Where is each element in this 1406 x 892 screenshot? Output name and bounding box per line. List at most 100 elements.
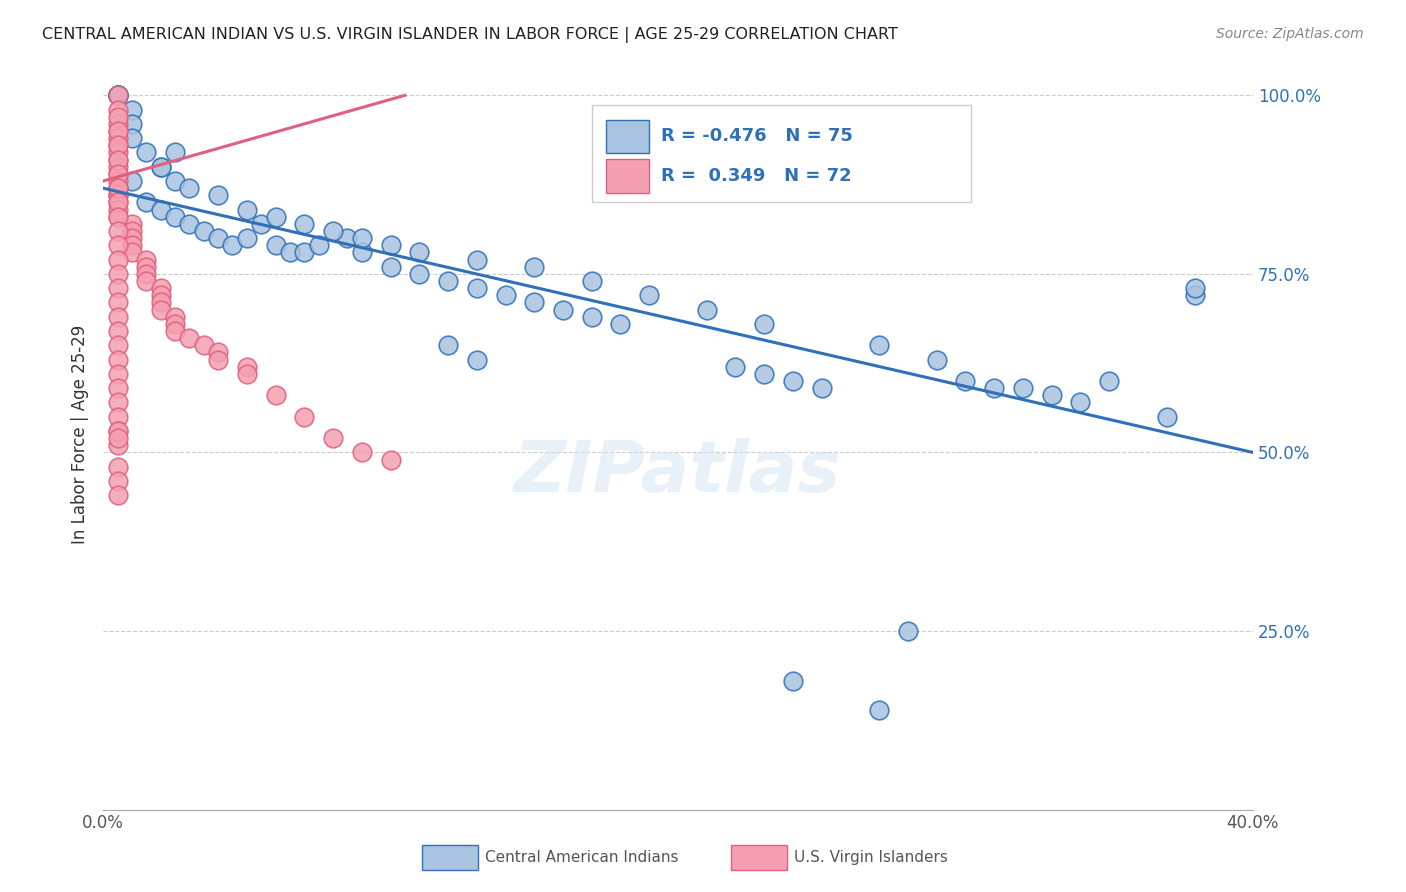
Point [107, 195, 129, 210]
Point [465, 281, 488, 295]
Point [207, 188, 229, 202]
Point [754, 367, 776, 381]
Point [135, 267, 157, 281]
Point [1098, 374, 1121, 388]
Point [380, 260, 402, 274]
Point [278, 245, 301, 260]
Point [380, 452, 402, 467]
Point [380, 238, 402, 252]
Point [107, 202, 129, 217]
Point [163, 317, 186, 331]
Point [107, 210, 129, 224]
Point [107, 88, 129, 103]
Point [107, 124, 129, 138]
Point [107, 409, 129, 424]
Point [107, 138, 129, 153]
Point [107, 124, 129, 138]
Point [207, 231, 229, 245]
Point [121, 117, 143, 131]
Point [107, 324, 129, 338]
Point [1156, 409, 1178, 424]
Point [336, 231, 359, 245]
Point [107, 252, 129, 267]
Point [107, 424, 129, 438]
Point [782, 374, 804, 388]
Point [523, 295, 546, 310]
Point [236, 231, 259, 245]
Point [107, 160, 129, 174]
Point [107, 438, 129, 452]
Point [149, 288, 172, 302]
Point [221, 238, 243, 252]
Point [207, 352, 229, 367]
Point [107, 295, 129, 310]
Point [107, 459, 129, 474]
Point [264, 210, 287, 224]
Point [135, 145, 157, 160]
Point [135, 274, 157, 288]
Y-axis label: In Labor Force | Age 25-29: In Labor Force | Age 25-29 [72, 325, 89, 544]
Point [350, 231, 373, 245]
Point [465, 252, 488, 267]
Point [163, 174, 186, 188]
Point [250, 217, 273, 231]
Point [163, 310, 186, 324]
Point [121, 238, 143, 252]
Point [149, 281, 172, 295]
Text: Central American Indians: Central American Indians [485, 850, 679, 864]
Point [724, 359, 747, 374]
Point [163, 210, 186, 224]
Point [121, 224, 143, 238]
Point [149, 202, 172, 217]
Point [107, 117, 129, 131]
Point [107, 395, 129, 409]
Point [107, 352, 129, 367]
Point [1184, 288, 1206, 302]
Point [107, 188, 129, 202]
Point [193, 224, 215, 238]
Point [408, 245, 430, 260]
Point [437, 338, 460, 352]
Point [107, 167, 129, 181]
Point [292, 409, 315, 424]
Text: Source: ZipAtlas.com: Source: ZipAtlas.com [1216, 27, 1364, 41]
Text: ZIPatlas: ZIPatlas [515, 438, 842, 507]
Point [107, 88, 129, 103]
Point [121, 131, 143, 145]
Point [163, 324, 186, 338]
Point [107, 181, 129, 195]
Point [149, 160, 172, 174]
Point [107, 224, 129, 238]
Point [107, 181, 129, 195]
Point [350, 245, 373, 260]
Point [107, 88, 129, 103]
Point [163, 145, 186, 160]
Point [955, 374, 977, 388]
Point [135, 260, 157, 274]
Point [264, 238, 287, 252]
Point [107, 424, 129, 438]
Point [107, 174, 129, 188]
FancyBboxPatch shape [592, 104, 972, 202]
Point [308, 238, 330, 252]
Point [1184, 281, 1206, 295]
Point [350, 445, 373, 459]
Point [149, 160, 172, 174]
Text: U.S. Virgin Islanders: U.S. Virgin Islanders [794, 850, 948, 864]
Point [523, 260, 546, 274]
Point [207, 345, 229, 359]
Point [121, 103, 143, 117]
Point [107, 195, 129, 210]
Point [121, 174, 143, 188]
Point [551, 302, 574, 317]
Point [107, 103, 129, 117]
Point [107, 167, 129, 181]
Point [638, 288, 661, 302]
Point [581, 274, 603, 288]
Point [193, 338, 215, 352]
Point [107, 281, 129, 295]
Point [107, 138, 129, 153]
Point [983, 381, 1005, 395]
Point [179, 331, 201, 345]
Point [292, 245, 315, 260]
